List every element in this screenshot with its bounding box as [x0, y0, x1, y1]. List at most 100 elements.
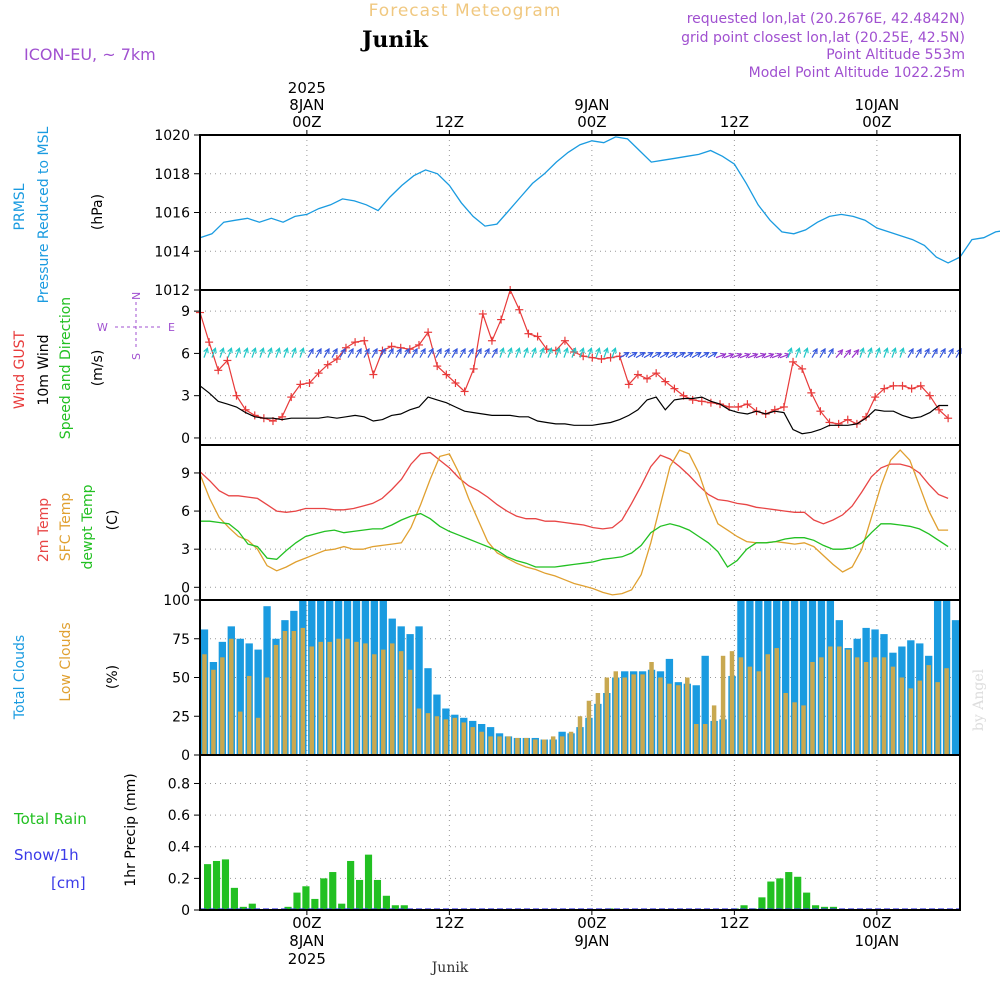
arrow-head	[795, 347, 801, 354]
rain-bar	[302, 886, 310, 910]
arrow-head	[372, 347, 378, 354]
arrow-head	[396, 347, 402, 354]
wind-direction-arrow	[563, 347, 569, 358]
low-cloud-bar	[300, 627, 306, 755]
arrow-head	[853, 349, 860, 355]
grid-point-coords: grid point closest lon,lat (20.25E, 42.5…	[681, 30, 965, 46]
wind-direction-arrow	[787, 347, 793, 358]
wind-gust-point	[287, 393, 296, 402]
arrow-head	[571, 347, 577, 354]
rain-bar	[239, 906, 247, 910]
compass-n: N	[130, 292, 143, 300]
low-cloud-bar	[917, 680, 922, 755]
arrow-head	[436, 347, 442, 354]
arrow-shaft	[363, 348, 370, 358]
arrow-head	[291, 347, 297, 354]
rain-bar	[767, 881, 775, 910]
wind-direction-arrow	[571, 347, 577, 358]
arrow-head	[611, 347, 617, 354]
wind-gust-point	[487, 336, 496, 345]
wind-direction-arrow	[363, 347, 370, 358]
arrow-shaft	[547, 348, 552, 358]
low-cloud-bar	[631, 674, 636, 755]
arrow-shaft	[443, 348, 450, 358]
rain-bar	[329, 872, 337, 910]
chart-title: Forecast Meteogram	[369, 1, 562, 21]
wind-direction-arrow	[899, 347, 905, 358]
low-cloud-bar	[318, 641, 323, 755]
low-cloud-bar	[926, 665, 931, 755]
wind-direction-arrow	[603, 347, 609, 358]
wind-gust-point	[405, 345, 414, 354]
low-cloud-bar	[738, 657, 744, 755]
wind-direction-arrow	[443, 347, 450, 358]
wind-direction-arrow	[747, 352, 759, 359]
wind-direction-arrow	[763, 352, 775, 359]
model-label: ICON-EU, ~ 7km	[24, 45, 156, 64]
wind-direction-arrow	[435, 347, 442, 358]
wind-direction-arrow	[483, 347, 490, 358]
temp-unit-label: (C)	[105, 510, 121, 531]
low-cloud-bar	[211, 669, 216, 755]
low-cloud-bar	[336, 638, 341, 755]
arrow-shaft	[571, 348, 576, 358]
rain-bar	[311, 898, 319, 910]
panel-frame	[199, 754, 961, 911]
top-time-label: 12Z	[720, 113, 749, 131]
arrow-shaft	[587, 348, 592, 358]
wind-gust-point	[387, 342, 396, 351]
arrow-shaft	[627, 352, 637, 359]
arrow-shaft	[611, 348, 616, 358]
arrow-head	[420, 347, 426, 354]
arrow-shaft	[219, 348, 224, 358]
wind-direction-arrow	[859, 347, 865, 358]
wind-gust-point	[469, 364, 478, 373]
wind-direction-arrow	[379, 347, 386, 358]
low-cloud-bar	[238, 711, 243, 755]
wind-speed-line	[199, 385, 949, 435]
wind-direction-arrow	[755, 352, 767, 359]
low-cloud-bar	[506, 736, 511, 755]
wind-gust-point	[205, 338, 214, 347]
rain-bar	[212, 860, 221, 910]
low-cloud-bar	[390, 643, 395, 755]
t2m-axis-label: 2m Temp	[36, 498, 52, 562]
arrow-head	[267, 347, 273, 354]
wind-gust-point	[770, 405, 779, 414]
wind-direction-arrow	[203, 347, 209, 358]
wind-direction-arrow	[635, 352, 646, 359]
wind-gust-point	[944, 414, 953, 423]
rain-bar	[293, 892, 301, 910]
direction-axis-label: Speed and Direction	[58, 297, 74, 439]
low-cloud-bar	[291, 631, 297, 755]
wind-direction-arrow	[547, 347, 553, 358]
y-tick-label: 9	[181, 466, 190, 482]
wind-direction-arrow	[595, 347, 601, 358]
requested-coords: requested lon,lat (20.2676E, 42.4842N)	[687, 11, 965, 27]
rain-label: Total Rain	[13, 810, 87, 828]
arrow-shaft	[283, 348, 288, 358]
low-cloud-bar	[622, 677, 627, 755]
arrow-shaft	[435, 348, 442, 358]
low-cloud-bar	[273, 644, 279, 755]
compass-s: S	[130, 353, 143, 360]
y-tick-label: 0.8	[168, 776, 190, 792]
arrow-shaft	[603, 348, 608, 358]
arrow-shaft	[299, 348, 304, 358]
arrow-head	[908, 347, 914, 354]
wind-gust-point	[497, 315, 506, 324]
arrow-head	[324, 347, 330, 354]
low-cloud-bar	[309, 646, 314, 755]
rain-bar	[400, 905, 408, 910]
compass-w: W	[97, 321, 108, 334]
wind-direction-arrow	[427, 347, 434, 358]
arrow-head	[787, 347, 793, 354]
y-tick-label: 0.2	[168, 871, 190, 887]
low-cloud-bar	[640, 674, 645, 755]
arrow-head	[687, 352, 694, 358]
wind-direction-arrow	[707, 352, 718, 359]
arrow-shaft	[355, 348, 362, 358]
y-tick-label: 100	[163, 593, 190, 609]
arrow-shaft	[579, 348, 584, 358]
